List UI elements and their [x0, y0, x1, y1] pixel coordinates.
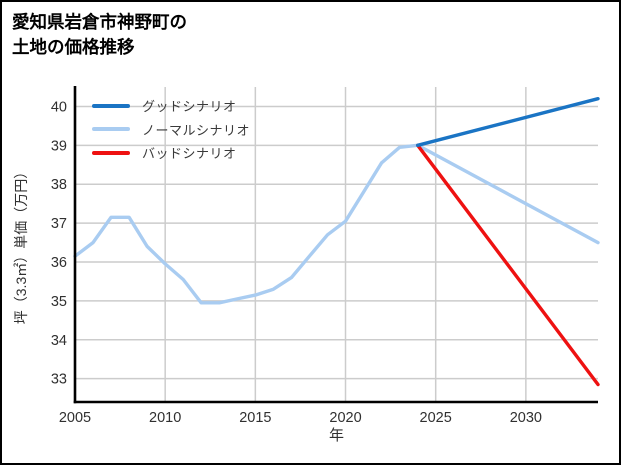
- series-line-2: [416, 143, 600, 387]
- series-line-1: [73, 143, 600, 305]
- x-axis-title: 年: [329, 427, 344, 444]
- legend-item-normal-scenario: ノーマルシナリオ: [92, 118, 250, 142]
- chart-title-line2: 土地の価格推移: [12, 37, 135, 57]
- y-axis-title: 坪（3.3㎡）単価（万円）: [13, 165, 29, 324]
- series-line-0: [416, 96, 600, 148]
- y-tick-label-33: 33: [51, 372, 67, 388]
- x-tick-label-2025: 2025: [420, 410, 452, 426]
- legend-item-bad-scenario: バッドシナリオ: [92, 141, 250, 165]
- legend-item-good-scenario: グッドシナリオ: [92, 94, 250, 118]
- y-tick-label-38: 38: [51, 177, 67, 193]
- y-tick-label-36: 36: [51, 255, 67, 271]
- x-tick-label-2030: 2030: [510, 410, 542, 426]
- legend-label-good-scenario: グッドシナリオ: [142, 99, 237, 115]
- x-tick-label-2015: 2015: [239, 410, 271, 426]
- x-tick-label-2005: 2005: [59, 410, 91, 426]
- chart-title: 愛知県岩倉市神野町の 土地の価格推移: [12, 10, 187, 60]
- legend: グッドシナリオ ノーマルシナリオ バッドシナリオ: [92, 94, 250, 165]
- x-tick-label-2010: 2010: [149, 410, 181, 426]
- chart-title-line1: 愛知県岩倉市神野町の: [12, 12, 187, 32]
- y-tick-label-37: 37: [51, 216, 67, 232]
- y-tick-label-35: 35: [51, 294, 67, 310]
- legend-swatch-bad-scenario: [92, 150, 130, 155]
- legend-label-normal-scenario: ノーマルシナリオ: [142, 122, 251, 138]
- y-tick-label-40: 40: [51, 99, 67, 115]
- legend-label-bad-scenario: バッドシナリオ: [142, 146, 237, 162]
- x-tick-label-2020: 2020: [329, 410, 361, 426]
- y-tick-label-34: 34: [51, 333, 67, 349]
- legend-swatch-normal-scenario: [92, 127, 130, 132]
- legend-swatch-good-scenario: [92, 103, 130, 108]
- y-tick-label-39: 39: [51, 138, 67, 154]
